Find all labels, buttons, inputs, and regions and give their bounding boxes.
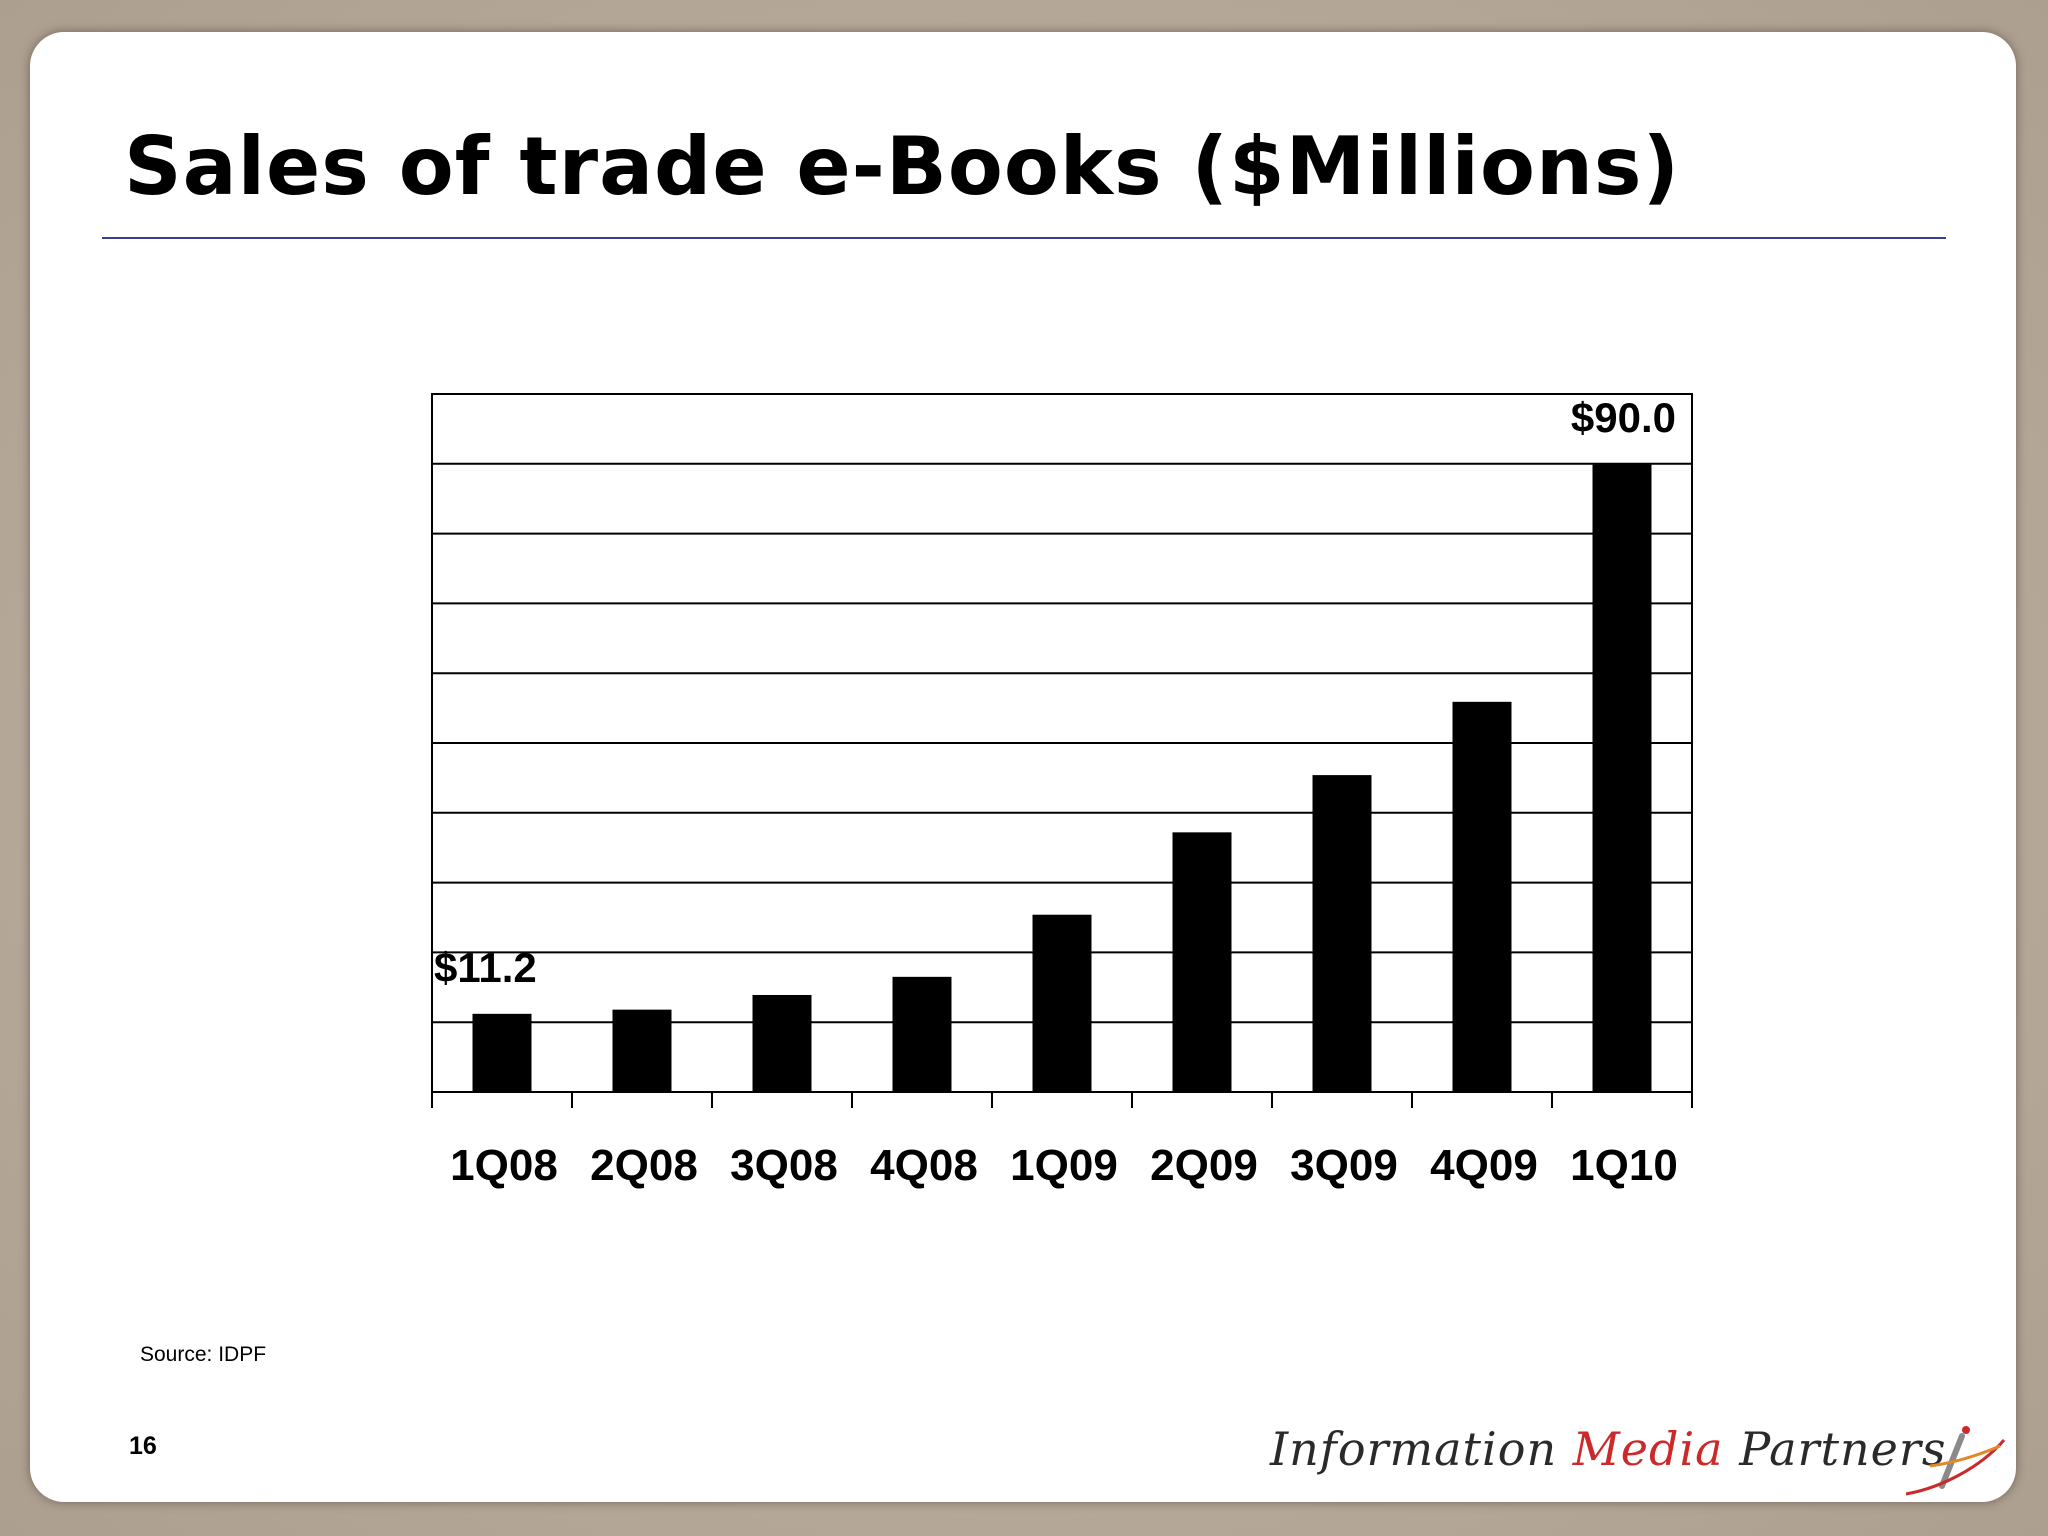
bar-2q08 — [612, 1009, 672, 1092]
x-tick-label: 2Q08 — [590, 1141, 698, 1190]
source-note: Source: IDPF — [140, 1343, 267, 1366]
x-tick-label: 4Q09 — [1430, 1141, 1538, 1190]
x-tick-label: 4Q08 — [870, 1141, 978, 1190]
logo-word-information: Information — [1270, 1422, 1558, 1476]
logo-swoosh-icon — [1905, 1426, 2006, 1496]
bar-chart: 1Q08 2Q08 3Q08 4Q08 1Q09 2Q09 3Q09 4Q09 1Q10 $11.… — [370, 352, 1710, 1212]
logo-text: Information Media Partners — [1270, 1422, 1946, 1476]
bar-1q10 — [1592, 463, 1652, 1092]
bar-2q09 — [1172, 832, 1232, 1092]
x-tick-label: 1Q10 — [1570, 1141, 1678, 1190]
title-divider — [102, 237, 1946, 239]
data-label: $90.0 — [1571, 394, 1676, 441]
logo-word-partners: Partners — [1739, 1422, 1947, 1476]
bar-3q09 — [1312, 775, 1372, 1092]
bar-4q08 — [892, 976, 952, 1092]
x-tick-label: 2Q09 — [1150, 1141, 1258, 1190]
x-tick-label: 1Q08 — [450, 1141, 558, 1190]
bar-1q08 — [472, 1013, 532, 1092]
data-label: $11.2 — [434, 944, 537, 991]
logo-word-media: Media — [1572, 1422, 1724, 1476]
bar-3q08 — [752, 994, 812, 1092]
x-tick-label: 3Q09 — [1290, 1141, 1398, 1190]
slide: Sales of trade e-Books ($Millions) 1Q08 2… — [30, 32, 2016, 1502]
x-tick-label: 3Q08 — [730, 1141, 838, 1190]
page-number: 16 — [129, 1432, 157, 1460]
x-tick-label: 1Q09 — [1010, 1141, 1118, 1190]
bar-1q09 — [1032, 914, 1092, 1092]
chart-canvas: 1Q08 2Q08 3Q08 4Q08 1Q09 2Q09 3Q09 4Q09 1Q10 $11.… — [431, 393, 1693, 1190]
bar-4q09 — [1452, 701, 1512, 1092]
company-logo: Information Media Partners — [1270, 1422, 2016, 1502]
slide-title: Sales of trade e-Books ($Millions) — [124, 120, 1681, 213]
